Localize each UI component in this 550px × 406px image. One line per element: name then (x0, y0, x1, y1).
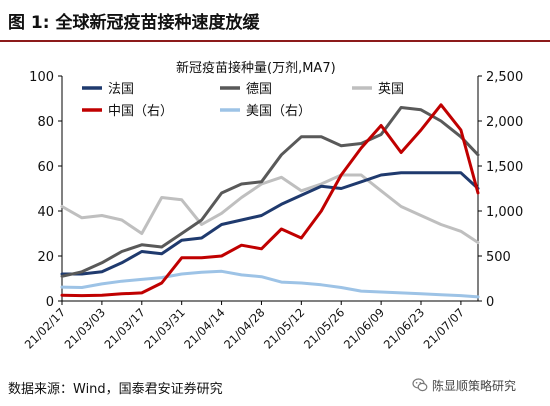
left-tick-label: 40 (37, 205, 54, 220)
legend-label-4: 美国（右） (246, 104, 311, 119)
figure-title: 图 1: 全球新冠疫苗接种速度放缓 (8, 13, 260, 33)
right-tick-label: 2,500 (486, 70, 523, 85)
header-divider (0, 40, 550, 42)
right-tick-label: 1,500 (486, 160, 523, 175)
x-tick-label: 21/07/07 (421, 305, 467, 351)
x-tick-label: 21/05/26 (301, 305, 347, 351)
legend-label-0: 法国 (108, 82, 134, 97)
left-axis-ticks: 0 20 40 60 80 100 (29, 70, 62, 310)
right-tick-label: 500 (486, 250, 511, 265)
legend-label-3: 中国（右） (108, 104, 173, 119)
watermark: 陈显顺策略研究 (412, 374, 516, 396)
chart-title: 新冠疫苗接种量(万剂,MA7) (176, 60, 336, 76)
series-line-3 (60, 103, 480, 298)
series-line-0 (60, 171, 480, 276)
x-tick-label: 21/04/28 (221, 305, 267, 351)
left-tick-label: 100 (29, 70, 54, 85)
legend-label-2: 英国 (378, 82, 404, 97)
x-tick-label: 21/04/14 (181, 305, 227, 351)
source-note: 数据来源：Wind，国泰君安证券研究 (8, 382, 223, 397)
wechat-icon (412, 378, 428, 392)
line-chart: 0 20 40 60 80 100 0 500 1,000 1,500 2,000 2,500 21… (22, 60, 524, 352)
series-line-4 (60, 269, 480, 299)
right-tick-label: 0 (486, 295, 494, 310)
x-tick-label: 21/06/09 (341, 305, 387, 351)
left-tick-label: 0 (46, 295, 54, 310)
x-tick-label: 21/03/03 (62, 305, 108, 351)
chart-area: 0 20 40 60 80 100 0 500 1,000 1,500 2,000 2,500 21… (0, 44, 550, 369)
legend-label-1: 德国 (246, 82, 272, 97)
left-tick-label: 80 (37, 115, 54, 130)
x-tick-label: 21/06/23 (381, 305, 427, 351)
series-line-1 (60, 106, 480, 278)
left-tick-label: 20 (37, 250, 54, 265)
series-lines (60, 103, 480, 299)
x-tick-label: 21/02/17 (22, 305, 68, 351)
x-tick-label: 21/03/17 (101, 305, 147, 351)
x-tick-label: 21/05/12 (261, 305, 307, 351)
left-tick-label: 60 (37, 160, 54, 175)
watermark-text: 陈显顺策略研究 (432, 378, 517, 393)
right-tick-label: 2,000 (486, 115, 523, 130)
figure-header: 图 1: 全球新冠疫苗接种速度放缓 (0, 0, 550, 38)
x-axis-ticks: 21/02/1721/03/0321/03/1721/03/3121/04/14… (22, 301, 467, 352)
right-axis-ticks: 0 500 1,000 1,500 2,000 2,500 (478, 70, 523, 310)
x-tick-label: 21/03/31 (141, 305, 187, 351)
series-line-2 (60, 173, 480, 244)
right-tick-label: 1,000 (486, 205, 523, 220)
